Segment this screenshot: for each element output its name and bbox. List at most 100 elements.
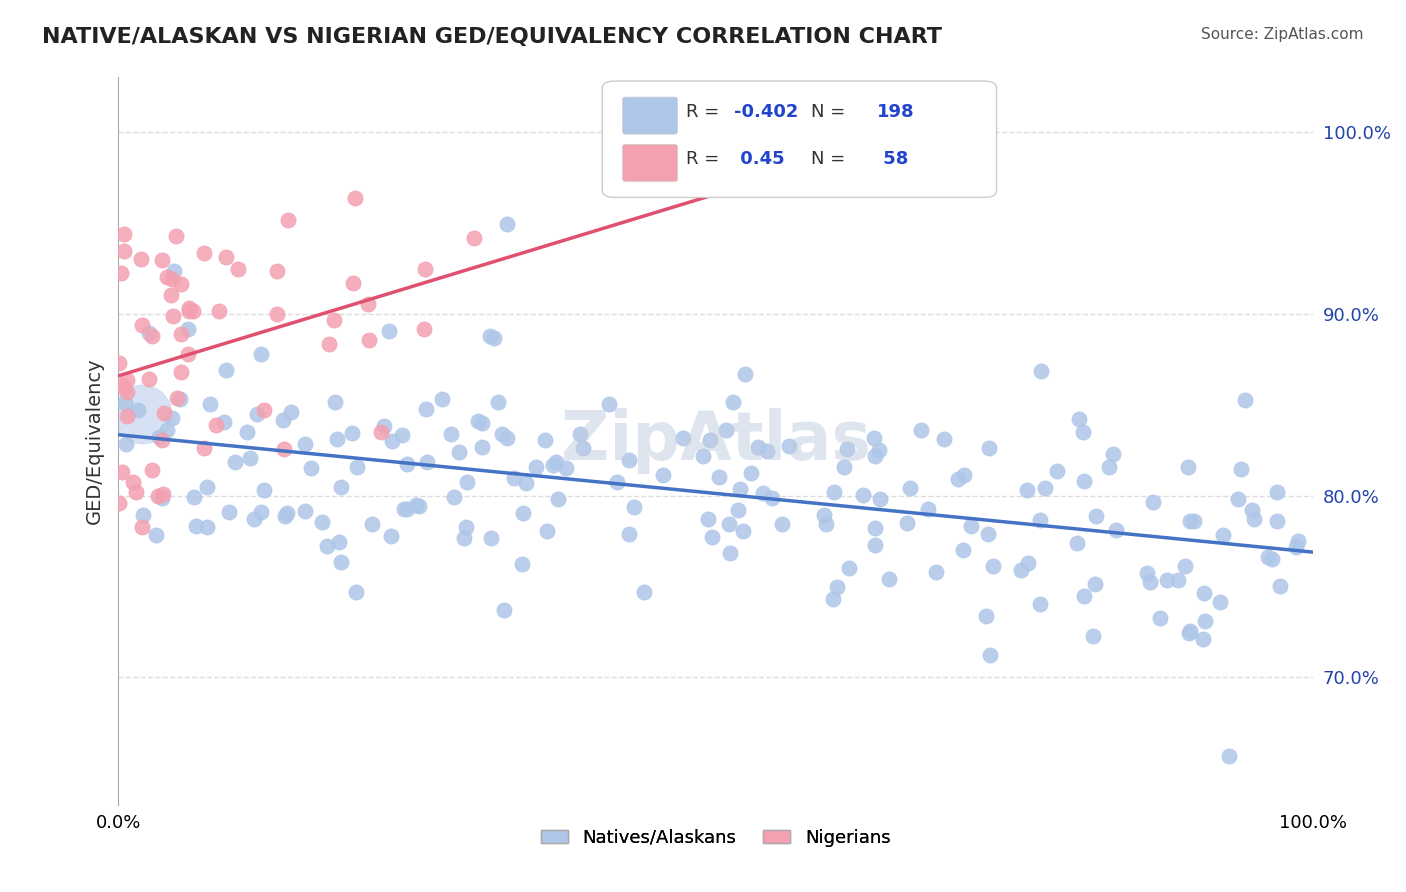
Point <box>179 304 201 318</box>
Point <box>280 405 302 419</box>
Point <box>702 529 724 543</box>
Point <box>115 409 138 424</box>
Point <box>456 520 478 534</box>
Point <box>734 367 756 381</box>
Point <box>617 526 640 541</box>
Point <box>979 648 1001 663</box>
Point <box>1257 550 1279 565</box>
Point <box>243 512 266 526</box>
Point <box>250 347 273 361</box>
Point <box>141 329 163 343</box>
Point <box>274 508 297 523</box>
Point <box>405 498 427 512</box>
Point <box>165 228 187 243</box>
Point <box>166 391 188 405</box>
Point <box>131 407 153 421</box>
Point <box>1180 624 1202 638</box>
Point <box>170 326 193 341</box>
Point <box>740 466 762 480</box>
Text: N =: N = <box>811 103 852 121</box>
Point <box>114 395 136 409</box>
Point <box>156 423 179 437</box>
Point <box>569 426 592 441</box>
Point <box>432 392 454 406</box>
Point <box>114 244 136 258</box>
Point <box>145 528 167 542</box>
Y-axis label: GED/Equivalency: GED/Equivalency <box>86 358 104 524</box>
Point <box>328 535 350 549</box>
Point <box>1073 590 1095 604</box>
Point <box>1286 533 1309 548</box>
Point <box>193 245 215 260</box>
Point <box>184 518 207 533</box>
Point <box>112 227 135 242</box>
Point <box>311 515 333 529</box>
Point <box>440 426 463 441</box>
Point <box>176 346 198 360</box>
Point <box>447 445 470 459</box>
Point <box>108 355 131 369</box>
Point <box>1097 459 1119 474</box>
Point <box>813 508 835 523</box>
Point <box>170 277 193 292</box>
Point <box>1017 556 1039 570</box>
Point <box>977 526 1000 541</box>
Point <box>250 505 273 519</box>
Point <box>1268 579 1291 593</box>
Point <box>195 481 218 495</box>
Point <box>835 442 858 456</box>
Point <box>533 433 555 447</box>
Point <box>141 463 163 477</box>
Point <box>699 433 721 447</box>
Point <box>932 433 955 447</box>
Point <box>378 324 401 338</box>
Point <box>1218 749 1240 764</box>
Point <box>344 191 367 205</box>
Point <box>1234 392 1257 407</box>
Point <box>138 326 160 340</box>
Point <box>755 444 778 458</box>
Point <box>1084 508 1107 523</box>
Point <box>479 531 502 545</box>
Point <box>416 455 439 469</box>
Point <box>1226 492 1249 507</box>
Point <box>1105 523 1128 537</box>
Point <box>271 412 294 426</box>
Point <box>778 439 800 453</box>
Point <box>1243 512 1265 526</box>
Point <box>692 449 714 463</box>
Point <box>1241 503 1264 517</box>
Point <box>177 301 200 316</box>
Point <box>150 491 173 505</box>
Text: R =: R = <box>686 150 725 169</box>
Point <box>482 331 505 345</box>
Point <box>205 418 228 433</box>
Point <box>1081 629 1104 643</box>
Point <box>1194 614 1216 628</box>
Point <box>1066 536 1088 550</box>
Point <box>478 329 501 343</box>
Point <box>224 455 246 469</box>
Point <box>1178 625 1201 640</box>
Point <box>156 270 179 285</box>
Point <box>115 437 138 451</box>
Point <box>370 425 392 439</box>
Point <box>138 371 160 385</box>
Point <box>163 264 186 278</box>
Point <box>122 475 145 489</box>
Point <box>148 430 170 444</box>
Point <box>456 475 478 489</box>
Point <box>952 542 974 557</box>
Point <box>536 524 558 538</box>
Point <box>869 491 891 506</box>
Point <box>821 592 844 607</box>
Point <box>415 401 437 416</box>
Point <box>463 231 485 245</box>
Point <box>770 517 793 532</box>
Point <box>1017 483 1039 497</box>
Point <box>415 262 437 277</box>
Point <box>524 460 547 475</box>
Point <box>707 470 730 484</box>
Point <box>471 417 494 431</box>
Point <box>273 442 295 456</box>
